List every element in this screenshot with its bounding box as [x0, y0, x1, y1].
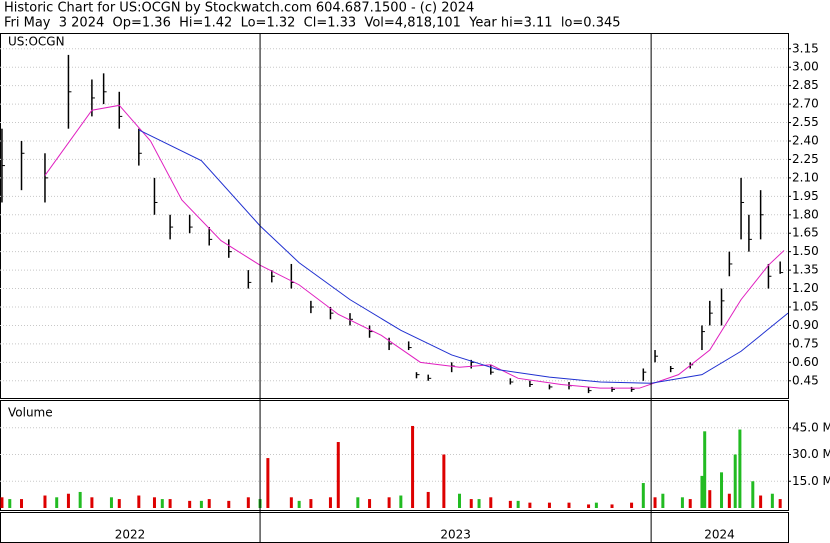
volume-bar: [733, 454, 737, 508]
volume-bar: [759, 495, 763, 508]
volume-bar: [160, 499, 164, 508]
volume-bar: [587, 504, 591, 508]
y-tick-label: 2.25: [792, 152, 819, 166]
volume-bar: [328, 497, 332, 508]
y-tick-label: 1.35: [792, 263, 819, 277]
y-tick-label: 0.75: [792, 336, 819, 350]
volume-bar: [630, 502, 634, 508]
y-tick-label: 2.70: [792, 97, 819, 111]
volume-bar: [411, 425, 415, 508]
volume-bar: [738, 429, 742, 508]
volume-bar: [199, 500, 203, 508]
y-tick-label: 1.50: [792, 244, 819, 258]
volume-bar: [641, 483, 645, 508]
volume-bar: [336, 442, 340, 508]
volume-bar: [508, 500, 512, 508]
volume-bar: [297, 500, 301, 508]
volume-bar: [55, 497, 59, 508]
volume-bar: [368, 499, 372, 508]
volume-bar: [207, 499, 211, 508]
year-label: 2024: [704, 528, 735, 542]
volume-bar: [246, 497, 250, 508]
y-tick-label: 2.10: [792, 170, 819, 184]
volume-bar: [751, 481, 755, 508]
volume-bar: [610, 504, 614, 508]
moving-average: [138, 129, 789, 384]
volume-bar: [356, 497, 360, 508]
volume-bar: [708, 490, 712, 508]
volume-bar: [727, 493, 731, 508]
y-tick-label: 30.0 M: [792, 447, 830, 461]
volume-bar: [489, 497, 493, 508]
volume-bar: [778, 499, 782, 508]
volume-bar: [8, 499, 12, 508]
volume-bar: [703, 431, 707, 508]
y-tick-label: 15.0 M: [792, 474, 830, 488]
volume-panel: [0, 400, 789, 511]
volume-bar: [0, 497, 4, 508]
volume-bar: [109, 497, 113, 508]
volume-bar: [399, 495, 403, 508]
chart-subtitle: Fri May 3 2024 Op=1.36 Hi=1.42 Lo=1.32 C…: [4, 16, 621, 31]
y-tick-label: 0.90: [792, 318, 819, 332]
y-tick-label: 0.60: [792, 355, 819, 369]
y-tick-label: 1.80: [792, 207, 819, 221]
volume-label: Volume: [8, 406, 53, 420]
volume-bar: [387, 497, 391, 508]
volume-bar: [266, 458, 270, 508]
volume-bar: [78, 491, 82, 508]
volume-bar: [688, 499, 692, 508]
symbol-label: US:OCGN: [8, 35, 65, 49]
volume-bar: [653, 497, 657, 508]
y-tick-label: 1.20: [792, 281, 819, 295]
y-tick-label: 1.95: [792, 189, 819, 203]
volume-bar: [547, 502, 551, 508]
y-tick-label: 3.00: [792, 60, 819, 74]
y-tick-label: 1.65: [792, 226, 819, 240]
volume-bar: [700, 475, 704, 508]
volume-bar: [117, 499, 121, 508]
volume-bar: [309, 499, 313, 508]
volume-bar: [168, 499, 172, 508]
year-label: 2022: [115, 528, 146, 542]
volume-bar: [770, 493, 774, 508]
volume-bar: [152, 497, 156, 508]
volume-bar: [516, 500, 520, 508]
moving-average: [44, 104, 785, 389]
volume-bar: [458, 493, 462, 508]
volume-bar: [477, 499, 481, 508]
volume-bar: [90, 497, 94, 508]
y-tick-label: 2.85: [792, 78, 819, 92]
volume-bar: [289, 497, 293, 508]
price-panel: [0, 33, 789, 399]
volume-bar: [188, 500, 192, 508]
volume-bar: [227, 500, 231, 508]
chart-title: Historic Chart for US:OCGN by Stockwatch…: [4, 1, 474, 16]
volume-bar: [43, 495, 47, 508]
volume-bar: [442, 454, 446, 508]
volume-bar: [661, 493, 665, 508]
volume-bar: [567, 502, 571, 508]
y-tick-label: 2.55: [792, 115, 819, 129]
volume-bar: [20, 499, 24, 508]
volume-bar: [137, 495, 141, 508]
volume-bar: [66, 493, 70, 508]
year-label: 2023: [440, 528, 471, 542]
volume-bar: [528, 502, 532, 508]
y-tick-label: 45.0 M: [792, 420, 830, 434]
y-tick-label: 1.05: [792, 300, 819, 314]
y-tick-label: 2.40: [792, 133, 819, 147]
volume-bar: [469, 499, 473, 508]
volume-bar: [426, 491, 430, 508]
y-tick-label: 3.15: [792, 41, 819, 55]
volume-bar: [594, 502, 598, 508]
y-tick-label: 0.45: [792, 373, 819, 387]
volume-bar: [680, 497, 684, 508]
volume-bar: [720, 472, 724, 508]
